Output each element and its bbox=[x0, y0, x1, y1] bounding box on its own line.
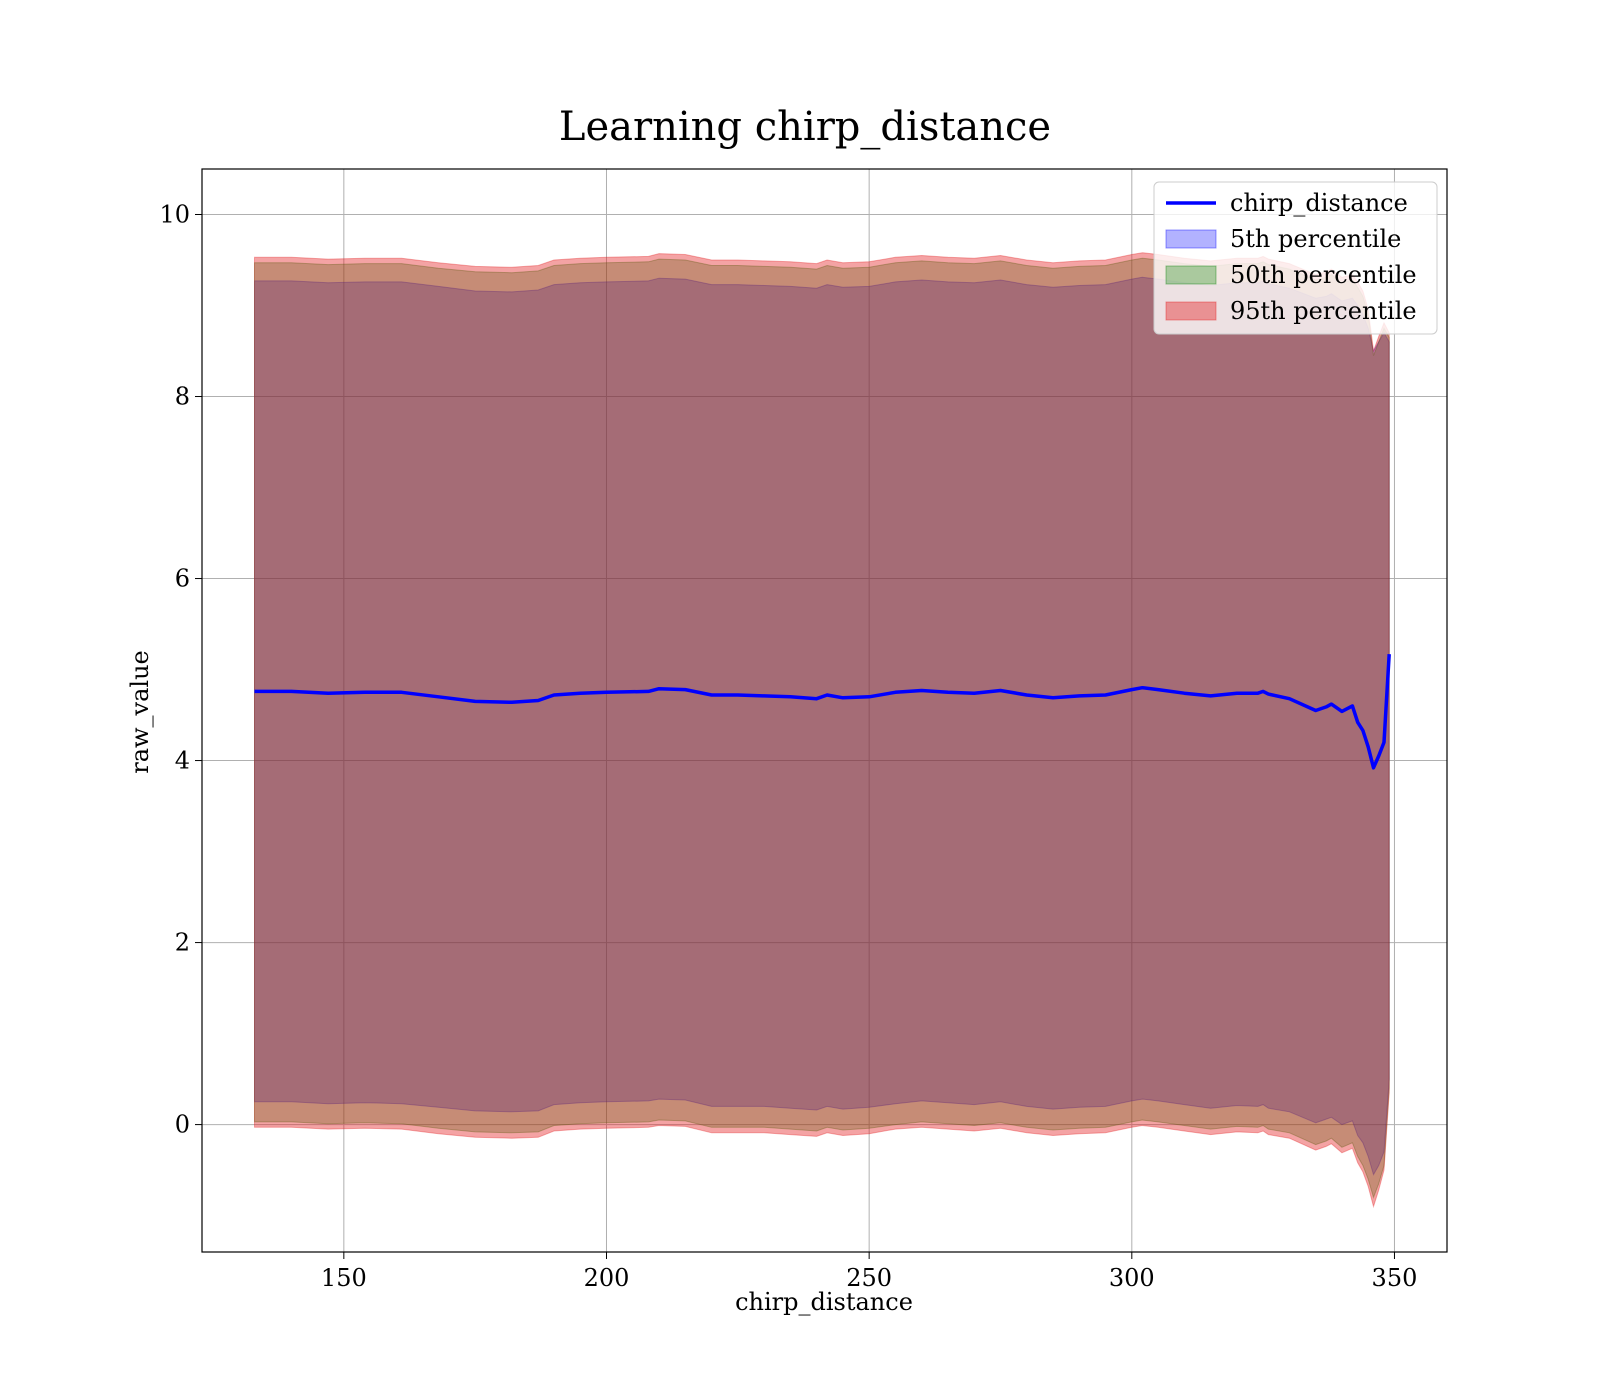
series-lines bbox=[254, 653, 1391, 770]
y-tick-label: 0 bbox=[175, 1111, 190, 1139]
legend-label: 5th percentile bbox=[1230, 225, 1401, 253]
y-tick-label: 6 bbox=[175, 565, 190, 593]
legend-swatch-patch bbox=[1165, 301, 1217, 321]
chart-title: Learning chirp_distance bbox=[559, 104, 1051, 150]
x-tick-label: 250 bbox=[846, 1264, 892, 1292]
percentile-bands bbox=[254, 252, 1390, 1209]
y-axis-label: raw_value bbox=[126, 650, 154, 774]
y-axis-ticks: 0 2 4 6 8 10 bbox=[159, 201, 202, 1139]
x-tick-label: 150 bbox=[321, 1264, 367, 1292]
series-line-chirp-distance bbox=[254, 653, 1391, 770]
x-tick-label: 200 bbox=[584, 1264, 630, 1292]
band-5th-percentile bbox=[254, 276, 1390, 1176]
legend: chirp_distance 5th percentile 50th percent… bbox=[1153, 181, 1438, 335]
legend-label: 95th percentile bbox=[1230, 297, 1417, 325]
x-tick-label: 350 bbox=[1372, 1264, 1418, 1292]
x-tick-label: 300 bbox=[1109, 1264, 1155, 1292]
band-95th-percentile bbox=[254, 252, 1390, 1209]
y-tick-label: 8 bbox=[175, 383, 190, 411]
y-tick-label: 4 bbox=[175, 747, 190, 775]
x-axis-ticks: 150 200 250 300 350 bbox=[321, 1252, 1417, 1292]
legend-label: 50th percentile bbox=[1230, 261, 1417, 289]
legend-box bbox=[1153, 181, 1438, 335]
legend-swatch-patch bbox=[1165, 229, 1217, 249]
x-axis-label: chirp_distance bbox=[735, 1288, 913, 1316]
y-tick-label: 10 bbox=[159, 201, 190, 229]
legend-label: chirp_distance bbox=[1230, 189, 1408, 217]
plot-frame bbox=[201, 168, 1448, 1253]
band-50th-percentile bbox=[254, 257, 1390, 1199]
y-tick-label: 2 bbox=[175, 929, 190, 957]
legend-swatch-patch bbox=[1165, 265, 1217, 285]
